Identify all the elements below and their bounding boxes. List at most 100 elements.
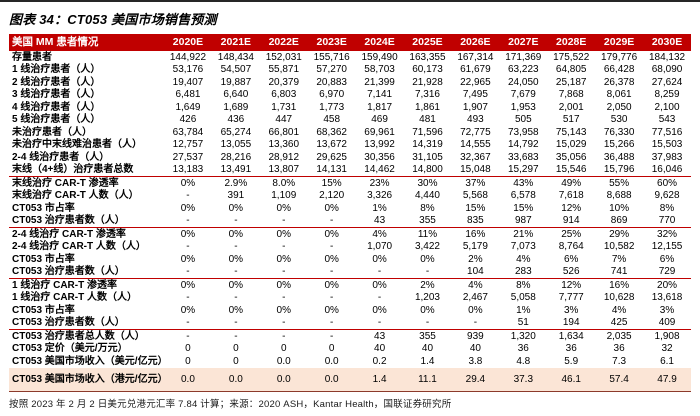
cell-value: 29,625 <box>316 151 347 163</box>
cell-value: 6% <box>563 253 579 265</box>
cell-value: 167,314 <box>457 51 494 63</box>
cell-value: 493 <box>467 114 484 125</box>
cell-value: 15,546 <box>547 163 596 177</box>
cell-value: 27,537 <box>172 151 204 163</box>
cell-value: 0.2 <box>372 355 387 367</box>
cell-value: 3,326 <box>367 190 393 201</box>
cell-value: 770 <box>643 214 691 228</box>
cell-value: 1,689 <box>223 101 249 113</box>
cell-value: 75,143 <box>555 126 587 138</box>
cell-value: 1.4 <box>355 367 404 392</box>
cell-value: - <box>403 265 452 279</box>
cell-value: 0% <box>324 202 339 214</box>
cell-value: 6,640 <box>223 89 249 100</box>
cell-value: 7.3 <box>612 355 627 367</box>
cell-value: 391 <box>227 190 245 201</box>
cell-value: 68,362 <box>316 126 347 138</box>
cell-value: 0 <box>185 355 191 367</box>
cell-value: 14,555 <box>460 139 491 150</box>
table-row: CT053 市占率 0% 0% 0% 0% 0% 0% 0% 1% 3% 4% 3% <box>9 304 691 317</box>
cell-value: 3% <box>563 304 579 316</box>
cell-value: 0% <box>276 202 291 214</box>
cell-value: - <box>330 241 334 252</box>
cell-value: 40 <box>421 343 434 354</box>
cell-value: - <box>234 330 238 342</box>
cell-value: 6,803 <box>271 89 297 100</box>
row-label: 未治疗患者（人） <box>12 126 92 138</box>
cell-value: 53,176 <box>172 64 204 75</box>
cell-value: 7,141 <box>367 89 393 100</box>
cell-value: - <box>307 265 356 279</box>
cell-value: 0% <box>276 304 291 316</box>
row-label: 2 线治疗患者（人） <box>12 76 101 88</box>
cell-value: 11.1 <box>403 367 452 392</box>
cell-value: 19,407 <box>172 76 204 88</box>
cell-value: 23% <box>369 177 390 189</box>
cell-value: 14,319 <box>412 139 443 150</box>
year-header: 2029E <box>595 34 644 51</box>
cell-value: 3,422 <box>414 241 440 252</box>
cell-value: 530 <box>610 114 628 125</box>
cell-value: 36,488 <box>603 151 635 163</box>
cell-value: 26,378 <box>603 76 635 88</box>
cell-value: 409 <box>643 316 691 330</box>
cell-value: 2,100 <box>654 101 680 113</box>
cell-value: 66,801 <box>268 126 300 138</box>
year-header: 2024E <box>355 34 404 51</box>
row-label-header: 美国 MM 患者情况 <box>9 34 164 51</box>
cell-value: 741 <box>595 265 644 279</box>
cell-value: - <box>164 316 212 330</box>
cell-value: 1,861 <box>414 101 440 113</box>
row-label: 1 线治疗 CAR-T 渗透率 <box>12 279 117 291</box>
cell-value: 3.8 <box>468 355 483 367</box>
cell-value: 10,628 <box>603 292 635 303</box>
cell-value: 29.4 <box>451 367 500 392</box>
cell-value: 76,330 <box>603 126 635 138</box>
cell-value: 65,274 <box>220 126 252 138</box>
cell-value: 1% <box>516 304 531 316</box>
cell-value: 14,800 <box>403 163 452 177</box>
cell-value: 77,516 <box>651 126 683 138</box>
table-row: 1 线治疗 CAR-T 人数（人） - - - - - 1,203 2,467 5,058 7,7… <box>9 292 691 305</box>
cell-value: 15% <box>513 202 534 214</box>
cell-value: - <box>234 292 238 303</box>
cell-value: 0.0 <box>259 367 308 392</box>
cell-value: 0% <box>180 202 196 214</box>
row-label: CT053 治疗患者数（人） <box>9 265 164 279</box>
table-row: CT053 美国市场收入（美元/亿元） 0 0 0.0 0.0 0.2 1.4 3.8 4.8 5… <box>9 355 691 368</box>
cell-value: 517 <box>562 114 580 125</box>
cell-value: - <box>186 292 190 303</box>
cell-value: 28,912 <box>268 151 300 163</box>
cell-value: 72,775 <box>460 126 491 138</box>
cell-value: 49% <box>561 177 582 189</box>
cell-value: 835 <box>451 214 500 228</box>
cell-value: 355 <box>403 214 452 228</box>
table-row: CT053 治疗患者数（人） - - - -43 355 835 987 914 869 770 <box>9 214 691 228</box>
cell-value: 35,056 <box>555 151 587 163</box>
cell-value: 43% <box>513 177 534 189</box>
cell-value: 481 <box>419 114 436 125</box>
row-label: 末线（4+线）治疗患者总数 <box>9 163 164 177</box>
cell-value: 20,379 <box>268 76 300 88</box>
cell-value: 7,618 <box>558 190 584 201</box>
table-row: 存量患者 144,922 148,434 152,031 155,716 159,490 1… <box>9 51 691 64</box>
cell-value: 425 <box>595 316 644 330</box>
cell-value: 14,131 <box>307 163 356 177</box>
year-header: 2023E <box>307 34 356 51</box>
cell-value: 1% <box>372 202 387 214</box>
cell-value: 5,568 <box>462 190 488 201</box>
table-header-row: 美国 MM 患者情况 2020E 2021E 2022E 2023E 2024E… <box>9 34 691 51</box>
row-label: 3 线治疗患者（人） <box>12 89 101 101</box>
cell-value: 144,922 <box>169 51 207 63</box>
cell-value: - <box>164 265 212 279</box>
cell-value: 21,928 <box>412 76 443 88</box>
row-label: 4 线治疗患者（人） <box>12 101 101 113</box>
cell-value: - <box>355 316 404 330</box>
cell-value: - <box>186 241 190 252</box>
cell-value: 61,679 <box>460 64 491 75</box>
cell-value: 8,688 <box>606 190 632 201</box>
cell-value: 104 <box>451 265 500 279</box>
cell-value: 0 <box>328 343 335 354</box>
cell-value: - <box>211 214 260 228</box>
cell-value: 30% <box>417 177 438 189</box>
